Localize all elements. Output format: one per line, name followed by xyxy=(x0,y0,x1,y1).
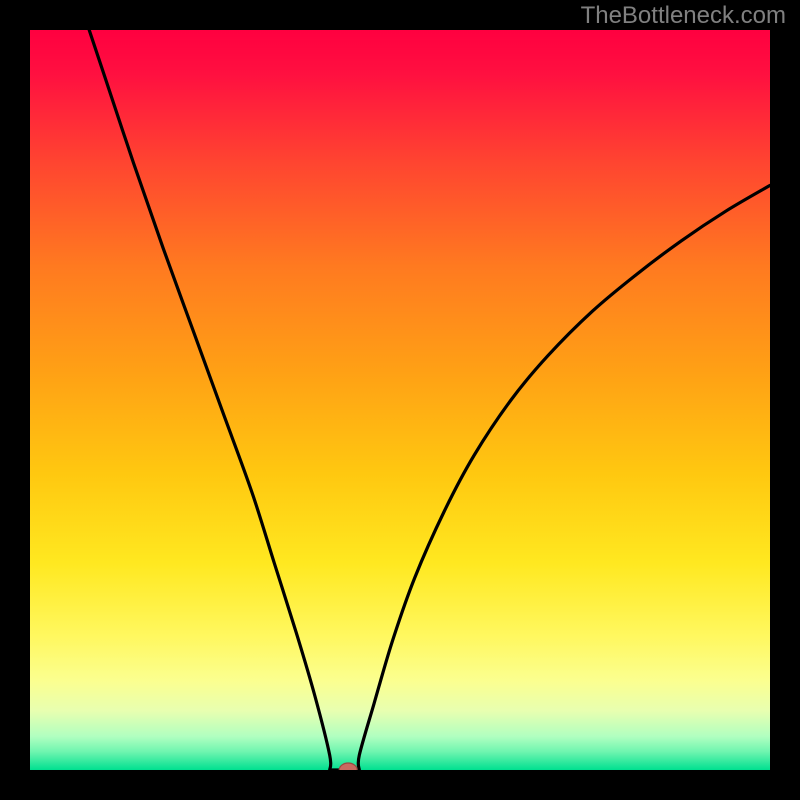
plot-background xyxy=(30,30,770,770)
chart-frame: TheBottleneck.com xyxy=(0,0,800,800)
bottleneck-chart xyxy=(0,0,800,800)
watermark-text: TheBottleneck.com xyxy=(581,2,786,30)
